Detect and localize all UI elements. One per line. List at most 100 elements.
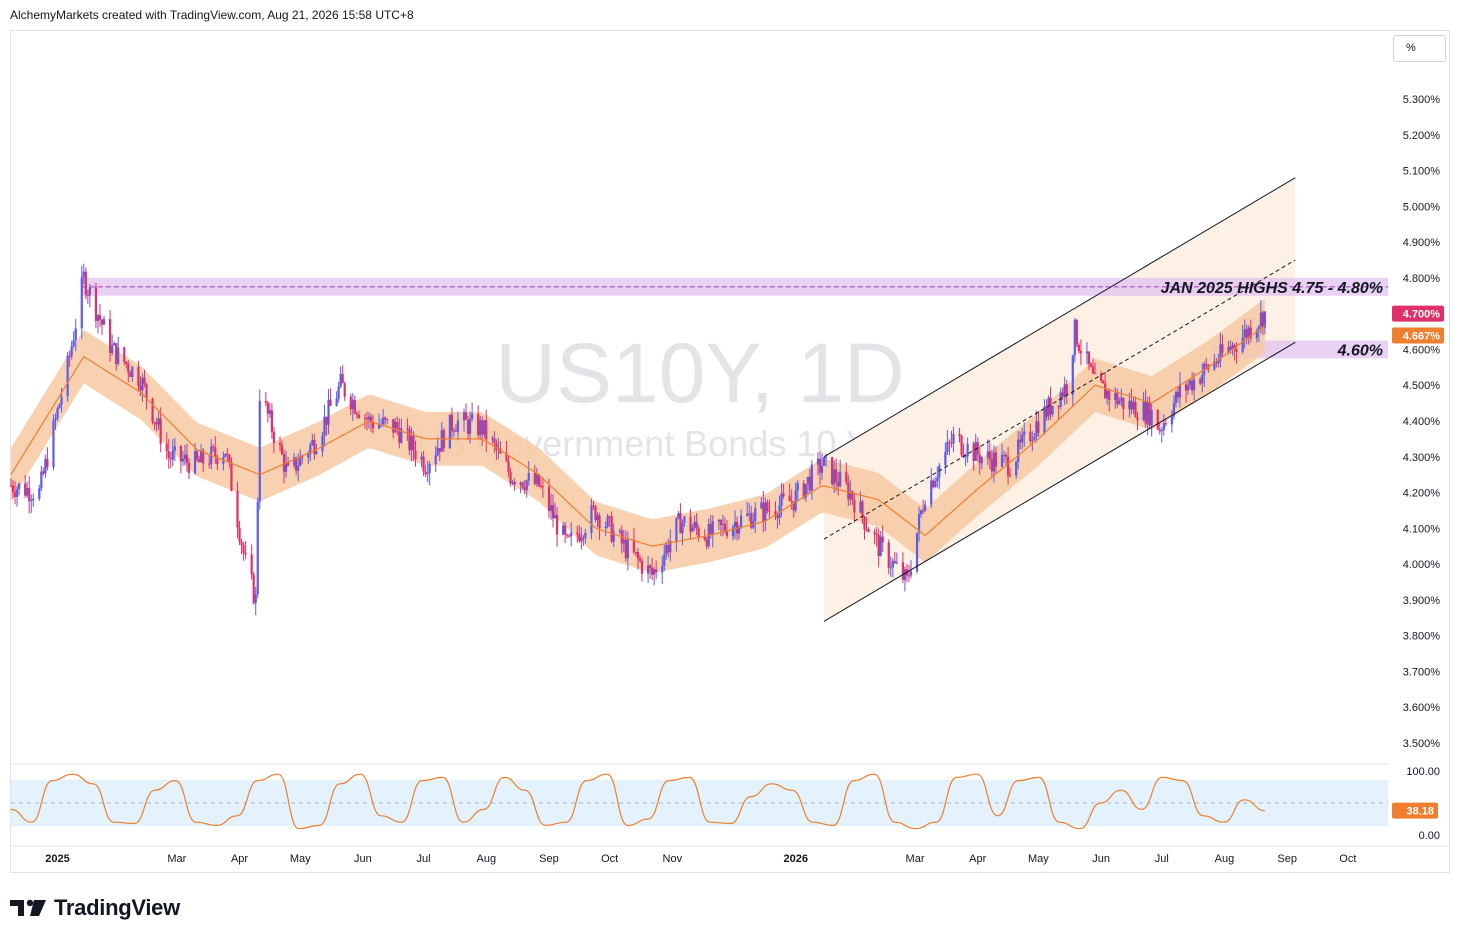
chart-frame[interactable] <box>10 30 1450 873</box>
x-tick-label: Jul <box>1155 853 1169 865</box>
candle-body <box>689 516 692 532</box>
candle-body <box>780 493 783 506</box>
candle-body <box>100 319 104 325</box>
candle-body <box>901 562 905 580</box>
candle-body <box>948 442 951 444</box>
candle-body <box>264 400 267 403</box>
candle-body <box>879 536 882 557</box>
scale-percent-button[interactable]: % <box>1393 35 1446 62</box>
candle-body <box>1134 402 1137 418</box>
y-tick-label: 3.500% <box>1403 738 1441 750</box>
candle-body <box>845 471 848 483</box>
candle-body <box>272 431 276 443</box>
candle-body <box>1231 345 1234 350</box>
candle-body <box>157 418 160 425</box>
candle-body <box>137 366 140 386</box>
candle-body <box>952 433 955 444</box>
candle-body <box>1085 351 1089 354</box>
candle-body <box>355 413 358 415</box>
candle-body <box>98 315 102 320</box>
candle-body <box>1033 436 1036 440</box>
candle-body <box>131 366 134 377</box>
candle-body <box>988 451 991 460</box>
candle-body <box>824 457 828 459</box>
candle-body <box>994 452 998 467</box>
channel-upper-line[interactable] <box>823 177 1296 458</box>
candle-body <box>867 529 870 533</box>
candle-body <box>669 541 672 553</box>
candle-body <box>1102 380 1105 384</box>
osc-value-label: 38.18 <box>1406 806 1434 818</box>
candle-body <box>1172 403 1176 417</box>
candle-body <box>875 534 878 536</box>
candle-body <box>349 396 352 410</box>
candle-body <box>1227 346 1230 353</box>
candle-body <box>705 539 708 547</box>
candle-body <box>634 552 638 554</box>
candle-body <box>711 521 714 536</box>
candle-body <box>481 420 484 435</box>
candle-body <box>102 319 106 325</box>
candle-body <box>493 438 496 443</box>
candle-body <box>606 516 609 527</box>
candle-body <box>60 396 63 405</box>
candle-body <box>895 562 898 564</box>
candle-body <box>1199 379 1202 384</box>
candle-body <box>835 469 838 483</box>
candle-body <box>1245 329 1248 338</box>
candle-body <box>537 474 540 486</box>
candle-body <box>936 477 939 482</box>
candle-body <box>1156 409 1159 430</box>
candle-body <box>697 528 700 538</box>
candle-body <box>70 346 73 357</box>
x-tick-label: Nov <box>663 853 683 865</box>
x-tick-label: May <box>1028 853 1049 865</box>
candle-body <box>236 490 239 528</box>
candle-body <box>1008 475 1012 477</box>
candle-body <box>907 575 911 577</box>
x-tick-label: Jun <box>354 853 372 865</box>
y-tick-label: 4.200% <box>1403 488 1441 500</box>
candle-body <box>454 430 458 432</box>
candle-body <box>915 532 919 572</box>
candle-body <box>143 377 146 384</box>
tradingview-logo[interactable]: TradingView <box>10 895 180 921</box>
candle-body <box>893 560 896 563</box>
candle-body <box>1184 384 1188 391</box>
candle-body <box>1235 349 1238 352</box>
candle-body <box>485 420 488 440</box>
candle-body <box>831 457 834 485</box>
candle-body <box>365 418 369 420</box>
candle-body <box>553 515 557 519</box>
candle-body <box>909 571 913 576</box>
candle-body <box>117 347 120 365</box>
candle-body <box>760 502 763 509</box>
candle-body <box>1249 327 1252 339</box>
candle-body <box>924 504 927 511</box>
candle-body <box>873 532 876 535</box>
candle-body <box>155 422 158 425</box>
candle-body <box>788 495 791 502</box>
candle-body <box>974 442 977 461</box>
candle-body <box>268 410 271 414</box>
candle-body <box>762 502 765 522</box>
candle-body <box>1241 337 1244 352</box>
candle-body <box>618 530 621 532</box>
candle-body <box>1201 374 1204 384</box>
channel-mid-line[interactable] <box>823 259 1296 540</box>
candle-body <box>1221 344 1224 353</box>
channel-lower-line[interactable] <box>823 341 1296 622</box>
candle-body <box>679 513 682 534</box>
candle-body <box>946 442 949 452</box>
candle-body <box>440 430 443 452</box>
candle-body <box>42 471 45 474</box>
candle-body <box>68 355 71 357</box>
candle-body <box>424 471 427 475</box>
candle-body <box>570 532 573 537</box>
candle-body <box>254 594 257 604</box>
candle-body <box>339 373 342 387</box>
candle-body <box>1142 401 1145 421</box>
candle-body <box>464 412 468 420</box>
candle-body <box>270 410 273 432</box>
